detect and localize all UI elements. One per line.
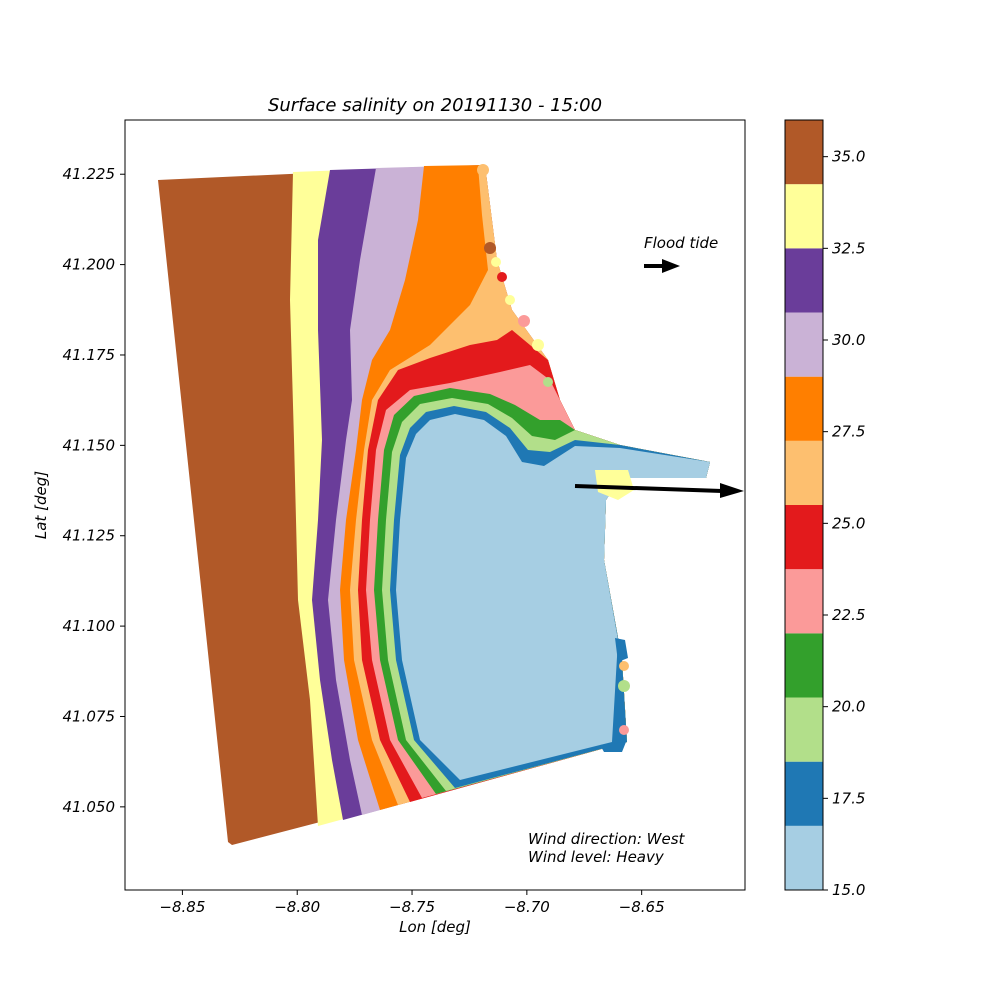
colorbar-segment	[785, 825, 823, 890]
colorbar-segment	[785, 312, 823, 377]
colorbar-frame	[784, 119, 824, 891]
wind-arrow	[574, 483, 744, 498]
coast-dot	[532, 339, 544, 351]
coast-dot	[618, 680, 630, 692]
coast-dot	[619, 725, 629, 735]
colorbar-segment	[785, 120, 823, 185]
coast-dot	[555, 410, 565, 420]
y-axis-ticks: 41.050 41.075 41.100 41.125 41.150 41.175 41.2…	[63, 165, 125, 816]
colorbar-tick-label: 35.0	[832, 148, 865, 166]
colorbar-tick-label: 25.0	[832, 514, 865, 532]
x-tick-label: −8.80	[274, 898, 320, 916]
colorbar-segment	[785, 697, 823, 762]
x-tick-label: −8.70	[504, 898, 550, 916]
x-axis-ticks: −8.85 −8.80 −8.75 −8.70 −8.65	[159, 890, 665, 916]
y-tick-label: 41.225	[63, 165, 116, 183]
x-tick-label: −8.75	[389, 898, 435, 916]
colorbar-segment	[785, 440, 823, 505]
estuary-yellow-patch	[595, 470, 634, 500]
colorbar-tick-label: 27.5	[832, 423, 865, 441]
wind-direction-label: Wind direction: West	[528, 830, 686, 848]
coast-dot	[619, 661, 629, 671]
y-tick-label: 41.150	[63, 436, 116, 454]
colorbar-tick-label: 15.0	[832, 881, 865, 899]
colorbar-segment	[785, 376, 823, 441]
coast-dot	[491, 257, 501, 267]
colorbar-ticks: 15.0 17.5 20.0 22.5 25.0 27.5 30.0 32.5 35.0	[823, 148, 865, 899]
coastal-strip-blue-2	[600, 742, 626, 752]
y-axis-label: Lat [deg]	[32, 471, 50, 539]
colorbar-tick-label: 30.0	[832, 331, 865, 349]
flood-tide-arrow	[644, 259, 680, 273]
colorbar-tick-label: 22.5	[832, 606, 865, 624]
coast-dot	[518, 315, 530, 327]
y-tick-label: 41.075	[63, 707, 116, 725]
plot-frame	[124, 119, 746, 891]
salinity-field	[158, 164, 710, 845]
y-tick-label: 41.125	[63, 527, 116, 545]
coast-dot	[505, 295, 515, 305]
y-tick-label: 41.175	[63, 346, 116, 364]
colorbar-segment	[785, 248, 823, 313]
flood-tide-label: Flood tide	[644, 234, 718, 252]
colorbar-tick-label: 32.5	[832, 239, 865, 257]
coast-dot	[484, 242, 496, 254]
colorbar-segment	[785, 761, 823, 826]
wind-level-label: Wind level: Heavy	[528, 848, 665, 866]
y-tick-label: 41.100	[63, 617, 116, 635]
coast-dot	[497, 272, 507, 282]
x-tick-label: −8.65	[619, 898, 665, 916]
colorbar	[785, 120, 823, 890]
colorbar-segment	[785, 184, 823, 249]
colorbar-tick-label: 20.0	[832, 698, 865, 716]
coast-dot	[477, 164, 489, 176]
y-tick-label: 41.050	[63, 798, 116, 816]
x-axis-label: Lon [deg]	[399, 918, 471, 936]
colorbar-segment	[785, 505, 823, 570]
colorbar-segment	[785, 569, 823, 634]
chart-title: Surface salinity on 20191130 - 15:00	[268, 95, 602, 116]
colorbar-tick-label: 17.5	[832, 789, 865, 807]
coastal-strip-blue	[615, 638, 628, 662]
x-tick-label: −8.85	[159, 898, 205, 916]
salinity-band-15-light	[396, 414, 710, 780]
coast-dot	[543, 377, 553, 387]
y-tick-label: 41.200	[63, 256, 116, 274]
colorbar-segment	[785, 633, 823, 698]
